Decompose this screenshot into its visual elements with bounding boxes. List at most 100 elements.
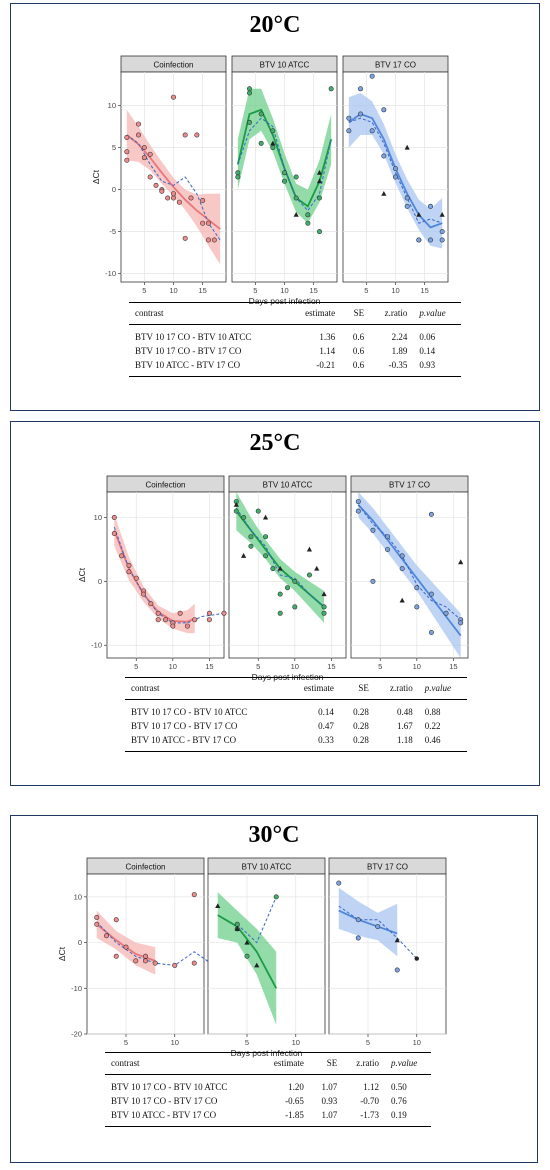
data-point [147,151,153,157]
facet-label: BTV 17 CO [375,61,416,70]
data-point [141,145,147,151]
data-point [126,569,132,575]
data-point [171,94,177,100]
data-point [123,944,129,950]
confidence-band [217,892,277,1025]
data-point [281,178,287,184]
data-point [439,237,445,243]
data-point [247,86,253,92]
contrast-cell: BTV 10 17 CO - BTV 10 ATCC [111,1082,228,1092]
data-point [263,534,269,540]
col-contrast: contrast [129,302,289,325]
dashed-smoother [338,905,418,959]
facet-label: BTV 10 ATCC [260,61,310,70]
data-point [177,610,183,616]
data-point [148,601,154,607]
zratio-cell: 1.18 [374,733,419,752]
data-point [306,572,312,578]
data-point [316,229,322,235]
data-point [248,534,254,540]
data-point [375,924,381,930]
x-tick-label: 5 [134,662,138,671]
facet-label: BTV 17 CO [389,481,430,490]
se-cell: 0.28 [339,733,375,752]
estimate-cell: 1.36 [319,332,336,342]
contrast-table: contrast estimate SE z.ratio p.value BTV… [129,302,461,377]
data-point-triangle [306,546,313,552]
data-point [370,527,376,533]
data-point [247,90,253,96]
data-point [443,610,449,616]
facet-panel: BTV 17 CO 5 10 [328,857,447,1047]
pvalue-cell: 0.22 [424,721,441,731]
data-point-triangle [394,937,400,943]
confidence-band [236,492,325,623]
data-point [284,585,290,591]
data-point [416,237,422,243]
col-contrast: contrast [125,677,287,700]
data-point [427,203,433,209]
data-point [211,237,217,243]
y-tick-label: -5 [109,227,116,236]
zratio-cell: -0.35 [370,358,414,377]
data-point [104,933,110,939]
panel-background [106,491,225,659]
data-point [113,917,119,923]
confidence-band [338,887,398,957]
x-tick-label: 10 [391,286,399,295]
chart-20c: Coinfection 5 10 15 -10 -5 0 5 10 BTV 10 ATCC 5 10 1… [91,55,449,306]
data-point [94,921,100,927]
x-tick-label: 15 [420,286,428,295]
data-point-triangle [314,565,320,571]
facet-label: Coinfection [145,481,185,490]
data-point [270,128,276,134]
facet-label: BTV 10 ATCC [263,481,313,490]
data-point [336,880,342,886]
data-point [427,237,433,243]
y-tick-label: 0 [98,577,102,586]
x-tick-label: 5 [378,662,382,671]
data-point-triangle [241,553,247,558]
contrast-cell: BTV 10 17 CO - BTV 17 CO [135,346,242,356]
y-axis-label: ΔCt [57,946,67,961]
data-point [163,617,169,623]
x-tick-label: 5 [256,662,260,671]
data-point [182,235,188,241]
data-point-triangle [439,212,445,217]
data-point [124,157,130,163]
y-tick-label: -10 [105,269,116,278]
se-cell: 0.93 [321,1096,338,1106]
col-se: SE [341,302,371,325]
facet-panel: BTV 10 ATCC 5 10 15 [231,55,338,295]
facet-panel: BTV 17 CO 5 10 15 [342,55,449,295]
data-point [281,170,287,176]
table-row: BTV 10 17 CO - BTV 17 CO -0.65 0.93 -0.7… [105,1094,431,1108]
dashed-smoother [235,507,325,608]
col-se: SE [309,1052,344,1075]
col-pvalue: p.value [413,302,461,325]
x-tick-label: 15 [198,286,206,295]
confidence-band [237,88,332,224]
data-point [248,543,254,549]
x-tick-label: 5 [253,286,257,295]
data-point [155,610,161,616]
estimate-cell: 1.14 [319,346,336,356]
data-point [428,511,434,517]
data-point [346,115,352,121]
estimate-cell: 0.14 [318,707,334,717]
data-point [385,546,391,552]
zratio-cell: 2.24 [391,332,408,342]
data-point [233,508,239,514]
data-point [155,617,161,623]
data-point [244,953,250,959]
data-point-triangle [215,903,221,908]
data-point [394,967,400,973]
data-point [184,623,190,629]
se-cell: 0.6 [352,332,365,342]
data-point [414,604,420,610]
col-estimate: estimate [259,1052,310,1075]
y-tick-label: 5 [112,143,116,152]
x-tick-label: 5 [124,1038,128,1047]
pvalue-cell: 0.88 [424,707,441,717]
data-point [292,578,298,584]
